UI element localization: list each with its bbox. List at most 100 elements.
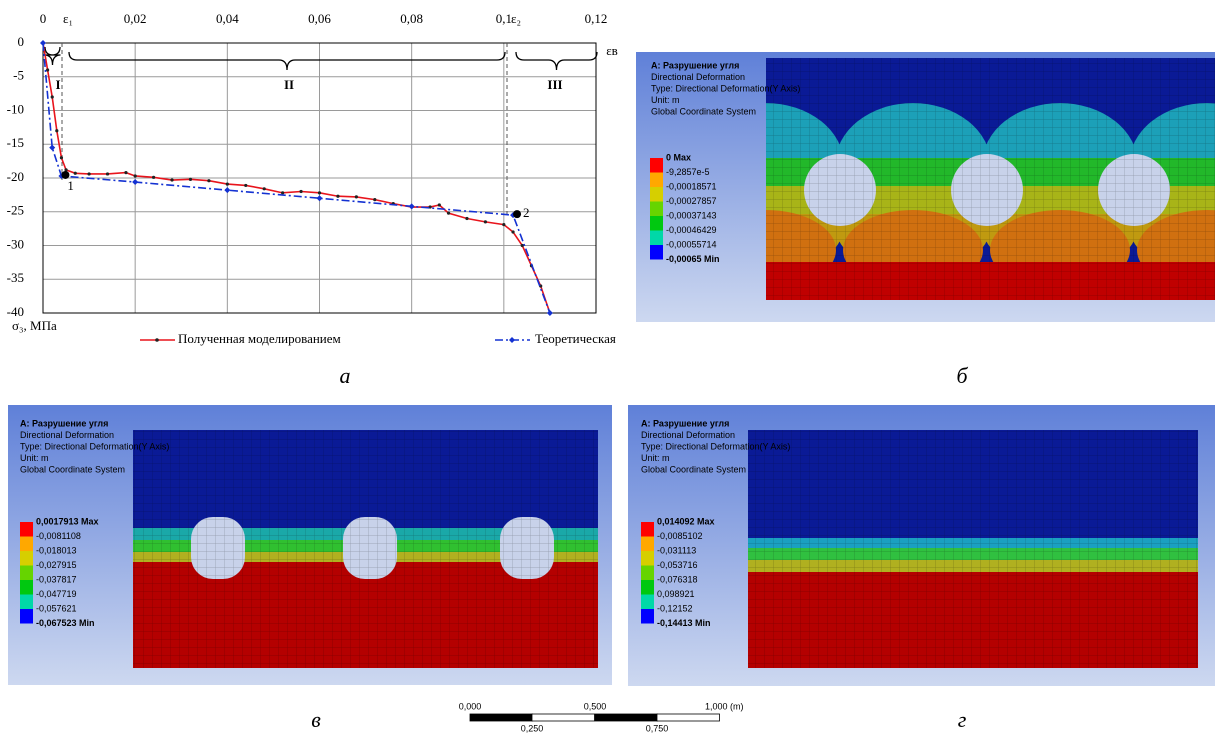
data-point xyxy=(124,171,127,174)
brace xyxy=(69,52,505,70)
legend-color xyxy=(650,187,663,202)
legend-label: Полученная моделированием xyxy=(178,331,341,346)
figure: 00,020,040,060,080,10,120-5-10-15-20-25-… xyxy=(0,0,1221,736)
strain-label: ε₁ xyxy=(63,11,73,26)
scale-label: 0,250 xyxy=(521,723,544,733)
data-point xyxy=(46,68,49,71)
legend-value: -0,00027857 xyxy=(666,196,717,206)
legend-value: -0,057621 xyxy=(36,603,77,613)
legend-value: -0,00018571 xyxy=(666,181,717,191)
region-label: II xyxy=(284,77,294,92)
panel-header: A: Разрушение угля xyxy=(20,418,108,428)
scale-label: 0,000 xyxy=(459,701,482,711)
y-tick-label: -40 xyxy=(7,304,24,319)
panel-caption: в xyxy=(311,707,321,732)
panel-caption: г xyxy=(958,707,967,732)
legend-value: -0,053716 xyxy=(657,560,698,570)
data-point xyxy=(465,217,468,220)
y-tick-label: -15 xyxy=(7,135,24,150)
data-point xyxy=(355,195,358,198)
data-point xyxy=(49,145,55,151)
legend-value: 0,098921 xyxy=(657,589,695,599)
data-point xyxy=(170,178,173,181)
panel-header: Global Coordinate System xyxy=(20,464,125,474)
data-point xyxy=(438,203,441,206)
data-point xyxy=(106,172,109,175)
scale-segment xyxy=(470,714,533,721)
panel-header: Type: Directional Deformation(Y Axis) xyxy=(641,441,790,451)
panel-header: Global Coordinate System xyxy=(641,464,746,474)
data-point xyxy=(244,184,247,187)
y-axis-label: σ₃, МПа xyxy=(12,318,57,333)
scale-label: 0,750 xyxy=(646,723,669,733)
point-label: 2 xyxy=(523,205,530,220)
mesh-model xyxy=(748,430,1198,668)
legend-value: -0,00046429 xyxy=(666,225,717,235)
region-label: III xyxy=(547,77,562,92)
legend-color xyxy=(20,537,33,552)
legend-marker xyxy=(509,337,515,343)
point-label: 1 xyxy=(67,178,74,193)
strain-label: εв xyxy=(606,43,618,58)
panel-header: Type: Directional Deformation(Y Axis) xyxy=(20,441,169,451)
legend-color xyxy=(641,537,654,552)
y-tick-label: -30 xyxy=(7,236,24,251)
scale-label: 0,500 xyxy=(584,701,607,711)
data-point xyxy=(51,95,54,98)
legend-color xyxy=(20,609,33,624)
legend-value: -0,12152 xyxy=(657,603,693,613)
legend-color xyxy=(20,566,33,581)
mesh-lines xyxy=(133,430,598,668)
legend-value: 0 Max xyxy=(666,152,691,162)
data-point xyxy=(74,172,77,175)
data-point xyxy=(299,190,302,193)
scale-segment xyxy=(532,714,595,721)
legend-color xyxy=(650,245,663,260)
mesh-model xyxy=(688,58,1221,300)
x-tick-label: 0,04 xyxy=(216,11,239,26)
legend-label: Теоретическая xyxy=(535,331,616,346)
y-tick-label: -25 xyxy=(7,203,24,218)
data-point xyxy=(317,195,323,201)
legend-value: -0,027915 xyxy=(36,560,77,570)
legend-color xyxy=(20,522,33,537)
legend-color xyxy=(20,580,33,595)
legend-color xyxy=(641,522,654,537)
legend-color xyxy=(641,580,654,595)
legend-value: -0,00055714 xyxy=(666,239,717,249)
x-tick-label: 0,1 xyxy=(496,11,512,26)
data-point xyxy=(447,212,450,215)
panel-header: Unit: m xyxy=(651,95,680,105)
x-tick-label: 0 xyxy=(40,11,47,26)
x-tick-label: 0,06 xyxy=(308,11,331,26)
data-point xyxy=(134,174,137,177)
legend-color xyxy=(641,609,654,624)
mesh-model xyxy=(133,430,598,668)
panel-caption: б xyxy=(956,363,968,388)
data-point xyxy=(409,203,415,209)
data-point xyxy=(55,129,58,132)
x-tick-label: 0,12 xyxy=(585,11,608,26)
scale-segment xyxy=(595,714,658,721)
data-point xyxy=(40,40,46,46)
scale-label: 1,000 (m) xyxy=(705,701,744,711)
panel-header: Type: Directional Deformation(Y Axis) xyxy=(651,83,800,93)
legend-value: -0,067523 Min xyxy=(36,618,95,628)
brace xyxy=(516,52,597,70)
legend-value: -0,018013 xyxy=(36,545,77,555)
panel-header: Unit: m xyxy=(20,453,49,463)
mesh-lines xyxy=(748,430,1198,668)
y-tick-label: -5 xyxy=(13,68,24,83)
panel-header: Directional Deformation xyxy=(641,430,735,440)
data-point xyxy=(318,191,321,194)
legend-color xyxy=(650,158,663,173)
data-point xyxy=(511,230,514,233)
legend-color xyxy=(650,216,663,231)
legend-value: -9,2857e-5 xyxy=(666,167,710,177)
legend-value: 0,0017913 Max xyxy=(36,516,99,526)
data-point xyxy=(207,179,210,182)
data-point xyxy=(373,198,376,201)
panel-header: Directional Deformation xyxy=(20,430,114,440)
legend-value: 0,014092 Max xyxy=(657,516,715,526)
legend-marker xyxy=(155,338,159,342)
